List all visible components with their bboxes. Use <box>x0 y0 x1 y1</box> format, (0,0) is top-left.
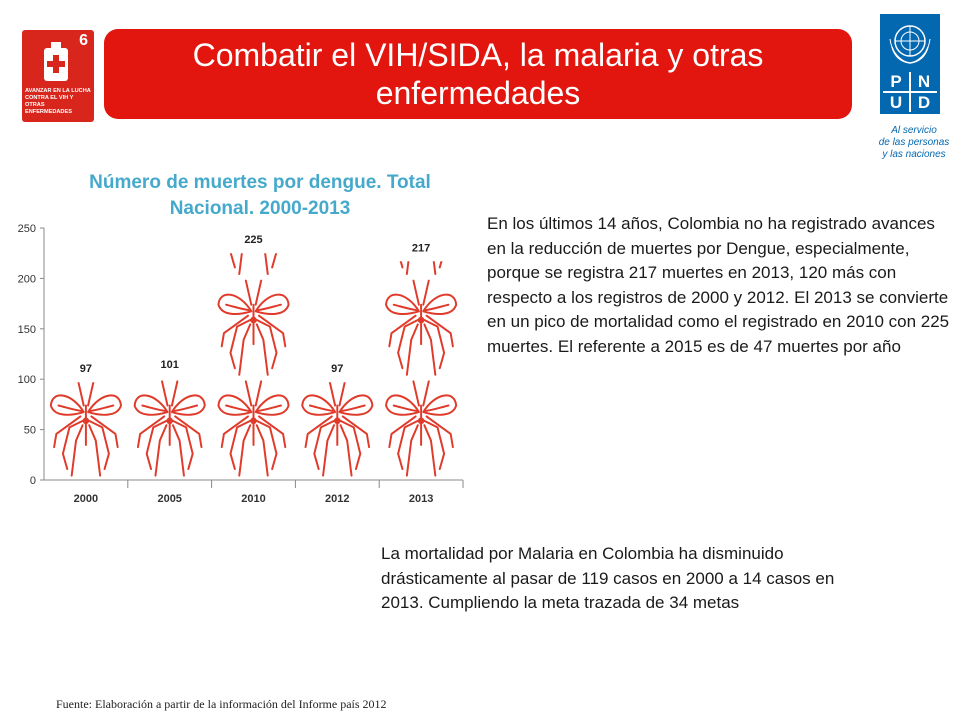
y-tick-label: 50 <box>24 425 36 437</box>
mosquito-icon <box>49 382 122 477</box>
x-tick-label: 2012 <box>325 493 349 505</box>
logo-letter: P <box>890 72 902 91</box>
y-tick-label: 100 <box>18 374 36 386</box>
malaria-paragraph: La mortalidad por Malaria en Colombia ha… <box>381 544 835 612</box>
mosquito-icon <box>385 380 458 477</box>
data-label: 217 <box>412 242 430 254</box>
mosquito-icon <box>217 380 290 477</box>
data-label: 97 <box>331 363 343 375</box>
mosquito-icon <box>217 279 290 376</box>
tagline-line: y las naciones <box>882 149 946 160</box>
title-banner: Combatir el VIH/SIDA, la malaria y otras… <box>104 29 852 119</box>
bar <box>217 253 290 477</box>
source-note: Fuente: Elaboración a partir de la infor… <box>56 697 387 711</box>
bar <box>385 261 458 477</box>
page-title: Combatir el VIH/SIDA, la malaria y otras… <box>192 37 764 111</box>
data-label: 97 <box>80 363 92 375</box>
undp-logo: P N U D <box>880 14 940 114</box>
y-tick-label: 150 <box>18 324 36 336</box>
x-tick-label: 2013 <box>409 493 433 505</box>
goal-number: 6 <box>79 32 88 49</box>
mdg-goal-badge: 6 AVANZAR EN LA LUCHA CONTRA EL VIH Y OT… <box>22 30 94 122</box>
x-tick-label: 2000 <box>74 493 98 505</box>
y-tick-label: 200 <box>18 273 36 285</box>
data-label: 101 <box>161 359 179 371</box>
mosquito-icon <box>301 382 374 477</box>
dengue-paragraph: En los últimos 14 años, Colombia no ha r… <box>487 214 950 356</box>
undp-tagline: Al servicio de las personas y las nacion… <box>874 125 954 161</box>
logo-letter: D <box>917 93 931 112</box>
bar <box>301 382 374 477</box>
un-emblem-icon <box>889 25 931 64</box>
y-tick-label: 250 <box>18 223 36 235</box>
mosquito-icon <box>135 281 205 375</box>
bar <box>49 382 122 477</box>
y-tick-label: 0 <box>30 475 36 487</box>
mosquito-icon <box>133 380 206 477</box>
logo-letter: N <box>917 72 931 91</box>
undp-letter-grid: P N U D <box>883 72 937 112</box>
x-tick-label: 2010 <box>241 493 265 505</box>
badge-text: AVANZAR EN LA LUCHA CONTRA EL VIH Y OTRA… <box>25 88 91 115</box>
chart-title: Número de muertes por dengue. Total Naci… <box>89 172 431 219</box>
x-tick-label: 2005 <box>157 493 181 505</box>
logo-letter: U <box>889 93 903 112</box>
bar <box>133 281 206 477</box>
data-label: 225 <box>244 234 262 246</box>
tagline-line: Al servicio <box>891 125 937 136</box>
mosquito-icon <box>385 279 458 376</box>
tagline-line: de las personas <box>878 137 950 148</box>
medicine-bottle-icon <box>44 42 68 81</box>
